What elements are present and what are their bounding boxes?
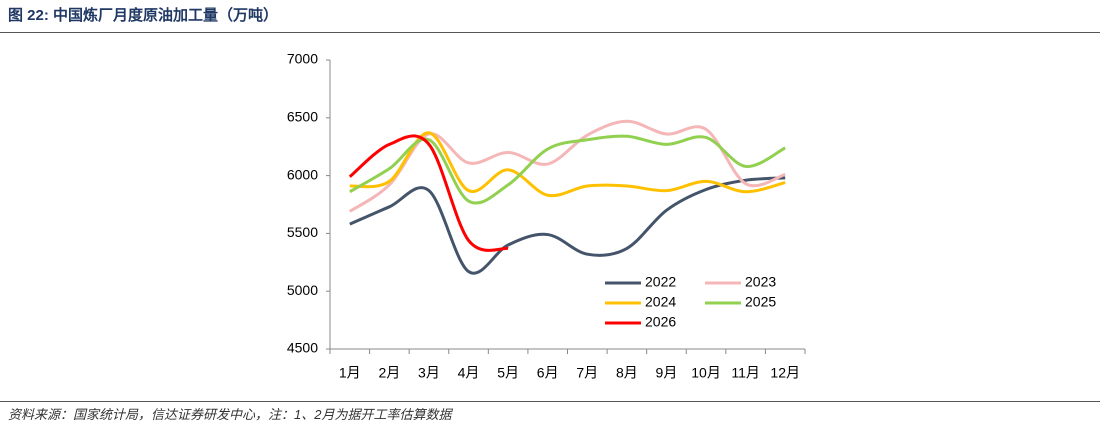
y-tick-label: 6000 <box>287 166 318 182</box>
series-line <box>349 131 786 198</box>
x-tick-label: 6月 <box>537 365 559 381</box>
x-tick-label: 12月 <box>770 365 800 381</box>
x-tick-label: 2月 <box>378 365 400 381</box>
x-tick-label: 5月 <box>497 365 519 381</box>
y-tick-label: 6500 <box>287 109 318 125</box>
legend-label: 2024 <box>645 294 676 310</box>
source-note: 资料来源：国家统计局，信达证券研发中心，注：1、2月为据开工率估算数据 <box>8 407 452 422</box>
x-tick-label: 11月 <box>731 365 760 381</box>
x-tick-label: 4月 <box>458 365 480 381</box>
y-tick-label: 5500 <box>287 224 318 240</box>
footer-rule <box>0 401 1100 402</box>
legend-label: 2026 <box>645 314 676 330</box>
x-tick-label: 7月 <box>576 365 598 381</box>
y-tick-label: 7000 <box>287 51 318 67</box>
header-rule <box>0 32 1100 33</box>
legend-label: 2022 <box>645 274 676 290</box>
y-tick-label: 4500 <box>287 340 318 356</box>
series-line <box>348 134 509 252</box>
y-tick-label: 5000 <box>287 282 318 298</box>
x-tick-label: 8月 <box>616 365 638 381</box>
x-tick-label: 1月 <box>339 365 361 381</box>
chart-title: 图 22: 中国炼厂月度原油加工量（万吨） <box>8 7 279 24</box>
series-line <box>349 176 786 275</box>
legend-label: 2023 <box>745 274 776 290</box>
x-tick-label: 10月 <box>691 365 721 381</box>
legend-label: 2025 <box>745 294 776 310</box>
x-tick-label: 3月 <box>418 365 440 381</box>
series-line <box>349 134 786 205</box>
x-tick-label: 9月 <box>656 365 678 381</box>
